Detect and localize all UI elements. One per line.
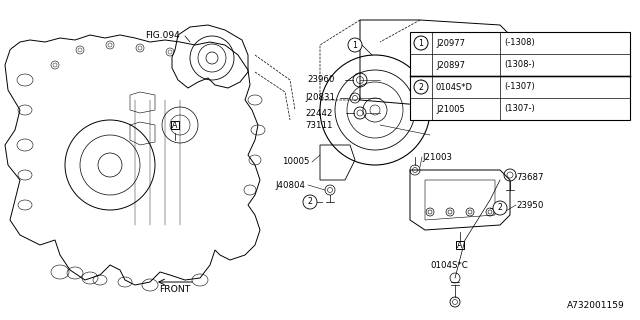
Text: 10005: 10005 <box>282 157 310 166</box>
Text: J20831: J20831 <box>305 93 335 102</box>
Text: 2: 2 <box>307 197 312 206</box>
Text: 2: 2 <box>497 204 502 212</box>
Text: 73111: 73111 <box>305 121 333 130</box>
Text: J21003: J21003 <box>422 153 452 162</box>
Text: (1308-): (1308-) <box>504 60 535 69</box>
Text: J40804: J40804 <box>275 180 305 189</box>
Circle shape <box>414 36 428 50</box>
Text: FIG.094: FIG.094 <box>145 31 180 41</box>
Text: A: A <box>458 241 463 250</box>
Text: 1: 1 <box>353 41 358 50</box>
Circle shape <box>348 38 362 52</box>
Text: 0104S*D: 0104S*D <box>436 83 473 92</box>
Text: (1307-): (1307-) <box>504 105 535 114</box>
Text: A: A <box>172 121 178 130</box>
Text: (-1308): (-1308) <box>504 38 535 47</box>
Text: J20897: J20897 <box>436 60 465 69</box>
Text: 22442: 22442 <box>305 108 333 117</box>
Circle shape <box>414 80 428 94</box>
Text: 73687: 73687 <box>516 172 543 181</box>
Text: A732001159: A732001159 <box>567 300 625 309</box>
Text: 0104S*C: 0104S*C <box>430 260 468 269</box>
Text: 1: 1 <box>419 38 424 47</box>
Circle shape <box>303 195 317 209</box>
Text: J20977: J20977 <box>436 38 465 47</box>
Text: 23950: 23950 <box>516 201 543 210</box>
Circle shape <box>493 201 507 215</box>
Text: FRONT: FRONT <box>159 285 191 294</box>
Text: (-1307): (-1307) <box>504 83 535 92</box>
Text: J21005: J21005 <box>436 105 465 114</box>
Text: 23960: 23960 <box>308 76 335 84</box>
Text: 2: 2 <box>419 83 424 92</box>
FancyBboxPatch shape <box>410 32 630 120</box>
